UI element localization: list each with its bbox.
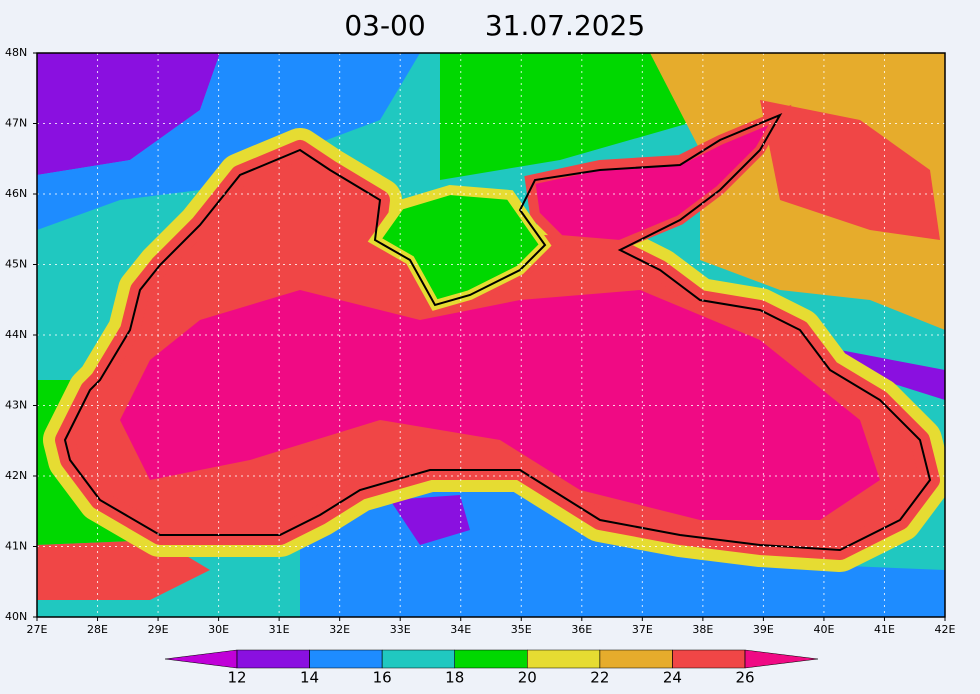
field-cold <box>37 53 220 175</box>
lon-tick-label: 28E <box>87 623 108 636</box>
colorbar-label: 26 <box>735 669 754 687</box>
map-frame <box>36 52 946 618</box>
lat-tick-label: 43N <box>5 399 27 412</box>
field-cool <box>37 53 420 230</box>
lat-tick-label: 44N <box>5 328 27 341</box>
field-cold-south <box>390 495 470 545</box>
lat-tick-label: 42N <box>5 469 27 482</box>
lon-tick-label: 41E <box>874 623 895 636</box>
grid: 27E 28E 29E 30E 31E 32E 33E 34E 35E 36E 37E 38E 39E 4… <box>5 46 956 636</box>
colorbar-box <box>527 649 601 669</box>
colorbar-label: 22 <box>590 669 609 687</box>
lon-tick-label: 37E <box>632 623 653 636</box>
field-green-north <box>440 53 700 180</box>
colorbar-box <box>454 649 528 669</box>
lat-tick-label: 40N <box>5 610 27 623</box>
lon-tick-label: 42E <box>935 623 956 636</box>
coastline <box>63 112 932 552</box>
colorbar-box <box>672 649 746 669</box>
colorbar-label: 12 <box>227 669 246 687</box>
lat-tick-label: 46N <box>5 187 27 200</box>
lon-tick-label: 27E <box>27 623 48 636</box>
colorbar-box <box>381 649 455 669</box>
field-cold-east <box>840 350 945 400</box>
lat-tick-label: 45N <box>5 258 27 271</box>
colorbar-label: 20 <box>518 669 537 687</box>
colorbar-box <box>599 649 673 669</box>
colorbar-label: 18 <box>445 669 464 687</box>
colorbar-high <box>744 649 819 669</box>
lon-tick-label: 30E <box>208 623 229 636</box>
lon-tick-label: 31E <box>269 623 290 636</box>
colorbar-box <box>236 649 310 669</box>
lon-tick-label: 40E <box>813 623 834 636</box>
title-time: 03-00 <box>344 9 425 42</box>
title-date: 31.07.2025 <box>485 9 645 42</box>
lat-tick-label: 48N <box>5 46 27 59</box>
colorbar: 12 14 16 18 20 22 24 26 <box>164 649 819 687</box>
lon-tick-label: 38E <box>692 623 713 636</box>
lon-tick-label: 39E <box>753 623 774 636</box>
lon-tick-label: 35E <box>511 623 532 636</box>
colorbar-label: 16 <box>373 669 392 687</box>
colorbar-low <box>164 649 238 669</box>
sst-field <box>37 53 945 617</box>
lon-tick-label: 32E <box>329 623 350 636</box>
colorbar-box <box>309 649 383 669</box>
lon-tick-label: 34E <box>450 623 471 636</box>
lon-tick-label: 29E <box>148 623 169 636</box>
lon-tick-label: 33E <box>390 623 411 636</box>
colorbar-label: 24 <box>663 669 682 687</box>
lat-tick-label: 47N <box>5 117 27 130</box>
lat-tick-label: 41N <box>5 540 27 553</box>
colorbar-label: 14 <box>300 669 319 687</box>
lon-tick-label: 36E <box>571 623 592 636</box>
field-hot-east <box>760 100 940 240</box>
